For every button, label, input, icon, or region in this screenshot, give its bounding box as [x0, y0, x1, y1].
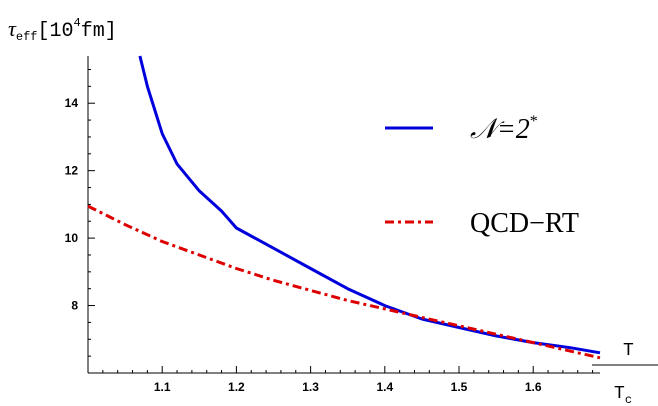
x-tick-label: 1.1 — [154, 380, 171, 394]
x-label-numerator: T — [623, 341, 634, 361]
y-tick-label: 12 — [65, 164, 79, 178]
y-tick-label: 8 — [71, 299, 78, 313]
x-axis-label: T Tc — [592, 341, 658, 406]
y-ticks: 8 10 12 14 — [65, 68, 95, 357]
series-layer — [87, 55, 601, 360]
x-tick-label: 1.4 — [376, 380, 393, 394]
x-tick-label: 1.6 — [525, 380, 542, 394]
legend: 𝒩=2* QCD−RT — [385, 113, 579, 239]
x-tick-label: 1.3 — [302, 380, 319, 394]
series-line-2 — [87, 204, 601, 360]
x-label-denominator: Tc — [614, 384, 632, 406]
x-tick-label: 1.2 — [228, 380, 245, 394]
legend-label-series-2: QCD−RT — [470, 208, 579, 239]
series-line-1 — [138, 55, 601, 355]
y-tick-label: 14 — [65, 96, 79, 110]
y-axis-label: τeff[104fm] — [8, 16, 117, 44]
x-ticks: 1.1 1.2 1.3 1.4 1.5 1.6 — [87, 366, 594, 394]
y-tick-label: 10 — [65, 231, 79, 245]
legend-label-series-1: 𝒩=2* — [470, 113, 538, 145]
x-tick-label: 1.5 — [451, 380, 468, 394]
